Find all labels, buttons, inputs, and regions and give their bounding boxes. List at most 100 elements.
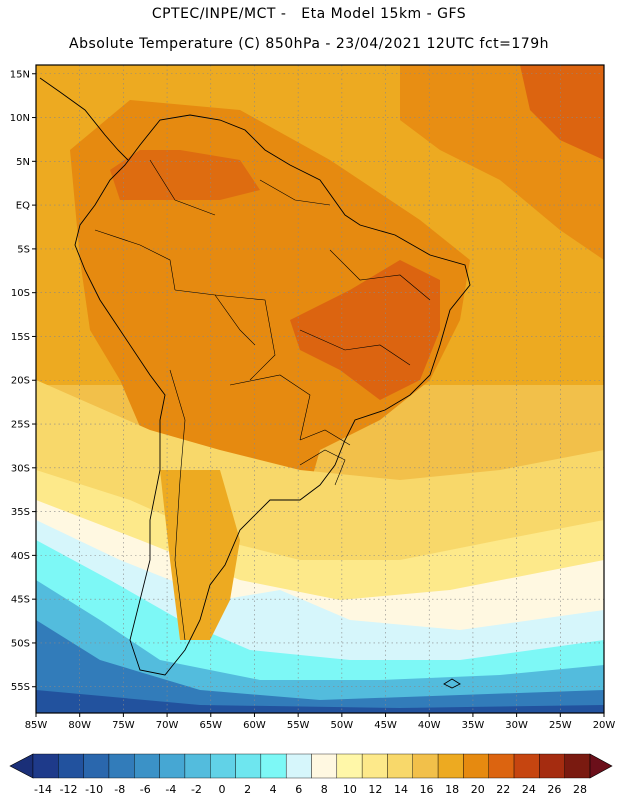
lon-label: 65W bbox=[199, 720, 222, 731]
lon-label: 50W bbox=[331, 720, 354, 731]
colorbar-label: 8 bbox=[321, 783, 328, 796]
coastline bbox=[39, 77, 471, 689]
south-america-outline bbox=[74, 114, 471, 676]
colorbar-swatch bbox=[108, 753, 135, 779]
lat-label: 40S bbox=[11, 551, 30, 562]
lat-label: 5N bbox=[16, 157, 30, 168]
colorbar-swatch bbox=[159, 753, 186, 779]
lon-label: 25W bbox=[549, 720, 572, 731]
lat-label: 30S bbox=[11, 463, 30, 474]
colorbar-swatch bbox=[235, 753, 262, 779]
latitude-labels: 15N 10N 5N EQ 5S 10S 15S 20S 25S 30S 35S 40S 45S 50S 5… bbox=[10, 69, 36, 693]
colorbar-label: 26 bbox=[547, 783, 561, 796]
colorbar-label: -8 bbox=[114, 783, 125, 796]
colorbar-swatch bbox=[311, 753, 338, 779]
colorbar-label: 14 bbox=[394, 783, 408, 796]
border-uruguay bbox=[299, 449, 346, 486]
colorbar-label: -2 bbox=[191, 783, 202, 796]
colorbar-label: 24 bbox=[522, 783, 536, 796]
lon-label: 35W bbox=[462, 720, 485, 731]
colorbar-min-arrow bbox=[9, 753, 34, 779]
colorbar-label: -6 bbox=[140, 783, 151, 796]
colorbar-swatch bbox=[285, 753, 312, 779]
colorbar-label: 0 bbox=[219, 783, 226, 796]
field-south-teal bbox=[36, 580, 604, 713]
colorbar-label: 18 bbox=[445, 783, 459, 796]
lon-label: 45W bbox=[374, 720, 397, 731]
lat-label: 35S bbox=[11, 507, 30, 518]
lat-label: 50S bbox=[11, 638, 30, 649]
colorbar-label: -4 bbox=[165, 783, 176, 796]
lon-label: 75W bbox=[112, 720, 135, 731]
colorbar-label: 16 bbox=[420, 783, 434, 796]
colorbar-label: 12 bbox=[368, 783, 382, 796]
lat-label: EQ bbox=[16, 201, 30, 212]
gridlines bbox=[35, 65, 605, 713]
lat-label: 55S bbox=[11, 682, 30, 693]
colorbar-swatch bbox=[336, 753, 363, 779]
border-colombia-peru bbox=[94, 229, 176, 291]
border-brazil-states bbox=[299, 249, 431, 366]
lon-label: 80W bbox=[68, 720, 91, 731]
lat-label: 15S bbox=[11, 332, 30, 343]
colorbar-label: 10 bbox=[343, 783, 357, 796]
border-argentina-brazil bbox=[299, 429, 351, 446]
colorbar-swatch bbox=[513, 753, 540, 779]
lat-label: 5S bbox=[17, 244, 30, 255]
longitude-labels: 85W 80W 75W 70W 65W 60W 55W 50W 45W 40W 35W 30W 25W 2… bbox=[25, 713, 616, 731]
lat-label: 10S bbox=[11, 288, 30, 299]
border-colombia-venezuela bbox=[149, 159, 216, 216]
colorbar-swatch bbox=[260, 753, 287, 779]
lat-label: 20S bbox=[11, 376, 30, 387]
lon-label: 40W bbox=[418, 720, 441, 731]
temperature-field bbox=[36, 65, 604, 713]
map-subtitle: Absolute Temperature (C) 850hPa - 23/04/… bbox=[69, 36, 549, 52]
colorbar bbox=[9, 753, 613, 779]
lon-label: 70W bbox=[156, 720, 179, 731]
lon-label: 30W bbox=[505, 720, 528, 731]
lon-label: 85W bbox=[25, 720, 48, 731]
field-ne-corner-hot bbox=[520, 65, 604, 160]
colorbar-swatch bbox=[83, 753, 110, 779]
central-america-outline bbox=[39, 77, 129, 161]
colorbar-swatch bbox=[210, 753, 236, 779]
colorbar-swatch bbox=[387, 753, 413, 779]
lat-label: 15N bbox=[10, 69, 30, 80]
lat-label: 45S bbox=[11, 595, 30, 606]
lon-label: 60W bbox=[243, 720, 266, 731]
colorbar-label: 2 bbox=[244, 783, 251, 796]
field-patagonia-tongue bbox=[160, 470, 240, 640]
colorbar-label: 28 bbox=[573, 783, 587, 796]
map-frame bbox=[35, 64, 605, 714]
border-guianas bbox=[259, 179, 331, 206]
country-borders bbox=[94, 159, 431, 641]
field-south-deep bbox=[36, 690, 604, 713]
colorbar-swatch bbox=[32, 753, 59, 779]
colorbar-label: -10 bbox=[85, 783, 103, 796]
colorbar-label: -12 bbox=[60, 783, 78, 796]
colorbar-label: 20 bbox=[471, 783, 485, 796]
lat-label: 10N bbox=[10, 113, 30, 124]
colorbar-label: 22 bbox=[496, 783, 510, 796]
lat-label: 25S bbox=[11, 420, 30, 431]
colorbar-swatch bbox=[437, 753, 464, 779]
colorbar-max-arrow bbox=[589, 753, 613, 779]
colorbar-swatch bbox=[488, 753, 515, 779]
colorbar-label: -14 bbox=[34, 783, 52, 796]
colorbar-swatch bbox=[58, 753, 84, 779]
colorbar-swatch bbox=[412, 753, 439, 779]
lon-label: 55W bbox=[287, 720, 310, 731]
colorbar-label: 6 bbox=[295, 783, 302, 796]
colorbar-label: 4 bbox=[270, 783, 277, 796]
colorbar-swatch bbox=[134, 753, 160, 779]
border-chile-argentina bbox=[169, 369, 186, 641]
colorbar-swatch bbox=[361, 753, 388, 779]
colorbar-swatch bbox=[463, 753, 489, 779]
border-peru-brazil bbox=[174, 289, 256, 346]
lon-label: 20W bbox=[593, 720, 616, 731]
colorbar-swatch bbox=[539, 753, 565, 779]
colorbar-swatch bbox=[184, 753, 211, 779]
field-brazil-hot bbox=[290, 260, 440, 400]
border-paraguay bbox=[229, 374, 311, 441]
